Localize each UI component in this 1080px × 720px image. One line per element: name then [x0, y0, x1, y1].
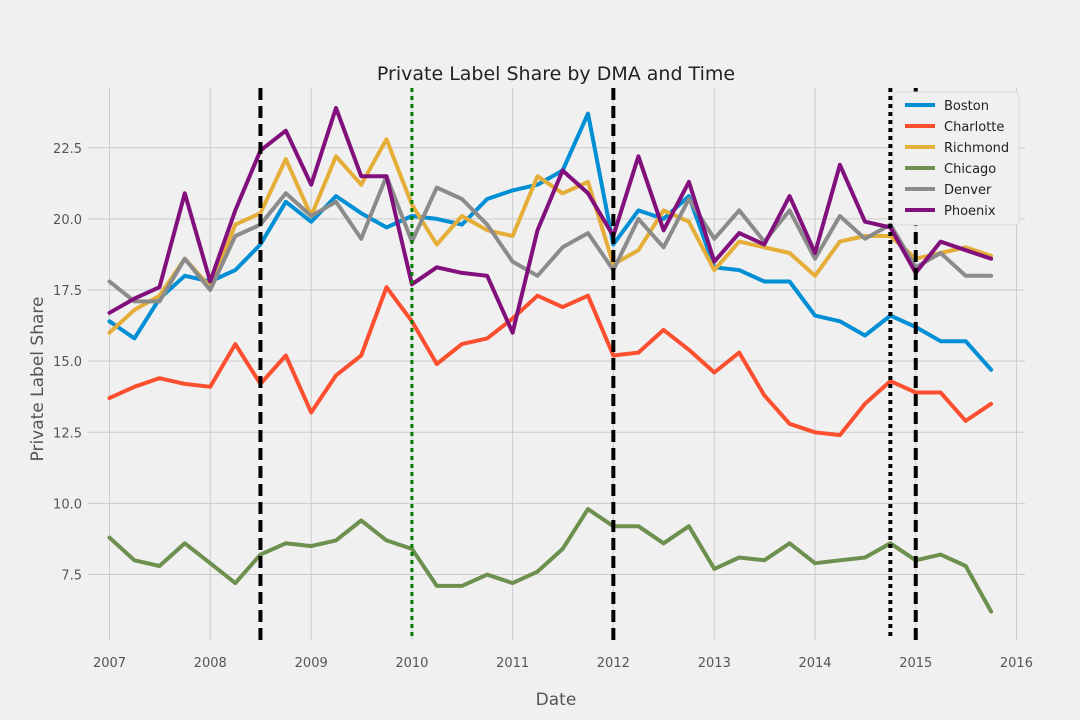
y-tick-label: 20.0: [53, 213, 82, 228]
x-tick-label: 2009: [295, 656, 328, 671]
x-tick-label: 2008: [194, 656, 227, 671]
x-axis-label: Date: [536, 690, 577, 710]
reference-lines: [258, 88, 918, 640]
legend: Boston Charlotte Richmond Chicago Denver Phoe…: [892, 91, 1020, 226]
series-line-richmond: [107, 137, 994, 335]
series-line-boston: [107, 111, 994, 372]
legend-label: Phoenix: [944, 204, 996, 219]
legend-label: Richmond: [944, 141, 1009, 156]
y-tick-label: 17.5: [53, 284, 82, 299]
series-line-charlotte: [107, 285, 994, 438]
x-tick-label: 2013: [698, 656, 731, 671]
x-tick-labels: 2007 2008 2009 2010 2011 2012 2013 2014 2015 2016: [93, 656, 1033, 671]
x-tick-label: 2010: [395, 656, 428, 671]
chart-title: Private Label Share by DMA and Time: [377, 63, 735, 85]
legend-label: Charlotte: [944, 120, 1004, 135]
y-tick-label: 12.5: [53, 426, 82, 441]
x-tick-label: 2016: [1000, 656, 1033, 671]
y-axis-label: Private Label Share: [28, 297, 48, 462]
x-tick-label: 2014: [798, 656, 831, 671]
y-tick-label: 7.5: [61, 569, 82, 584]
legend-label: Boston: [944, 99, 989, 114]
legend-label: Denver: [944, 183, 992, 198]
y-tick-label: 22.5: [53, 142, 82, 157]
y-tick-label: 15.0: [53, 355, 82, 370]
y-tick-label: 10.0: [53, 497, 82, 512]
x-tick-label: 2012: [597, 656, 630, 671]
series-lines: [107, 105, 994, 614]
y-tick-labels: 7.5 10.0 12.5 15.0 17.5 20.0 22.5: [53, 142, 82, 584]
x-tick-label: 2011: [496, 656, 529, 671]
x-tick-label: 2015: [899, 656, 932, 671]
series-line-denver: [107, 174, 994, 304]
x-tick-label: 2007: [93, 656, 126, 671]
series-line-chicago: [107, 507, 994, 614]
series-line-phoenix: [107, 105, 994, 335]
legend-label: Chicago: [944, 162, 996, 177]
